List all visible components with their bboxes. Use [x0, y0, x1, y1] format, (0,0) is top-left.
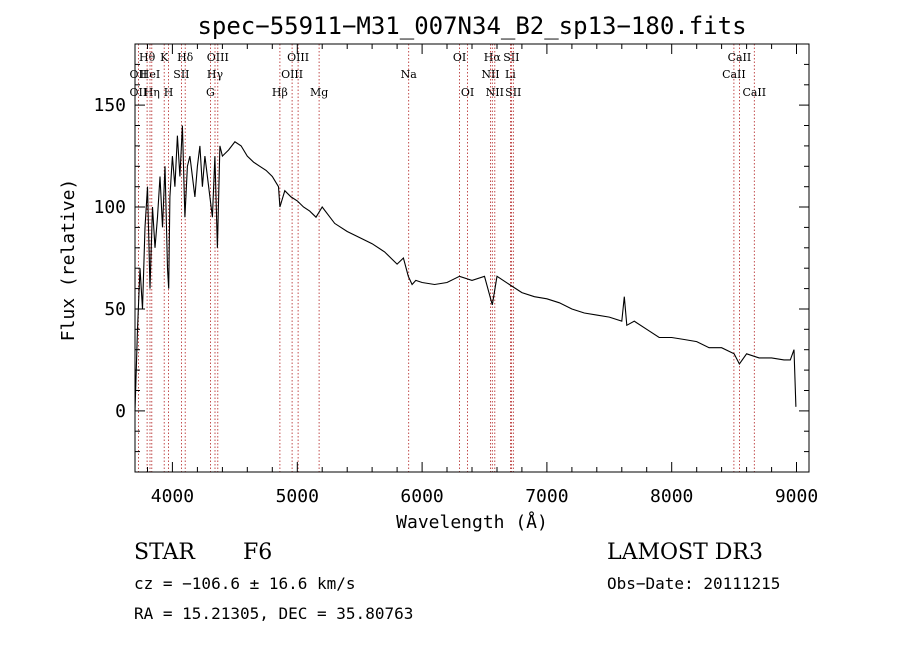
- line-marker-label: Hα: [484, 51, 502, 64]
- x-tick-label: 7000: [525, 486, 568, 507]
- line-marker-label: OI: [461, 86, 474, 99]
- object-class: STAR: [134, 540, 195, 565]
- y-tick-label: 100: [93, 197, 126, 218]
- line-marker-label: Hβ: [272, 86, 288, 99]
- line-marker-label: CaII: [722, 68, 746, 81]
- line-marker-label: SII: [503, 51, 519, 64]
- y-tick-label: 0: [115, 401, 126, 422]
- line-marker-label: Li: [505, 68, 516, 81]
- spectrum-chart: spec−55911−M31_007N34_B2_sp13−180.fits H…: [58, 12, 818, 533]
- observation-date: Obs−Date: 20111215: [607, 574, 781, 593]
- line-marker-label: OI: [453, 51, 466, 64]
- line-marker-label: Hη: [144, 86, 160, 99]
- x-tick-label: 9000: [775, 486, 818, 507]
- line-marker-label: Hδ: [177, 51, 194, 64]
- line-marker-label: OIII: [207, 51, 229, 64]
- line-marker-label: OIII: [281, 68, 303, 81]
- y-axis-label: Flux (relative): [58, 179, 79, 342]
- line-marker-label: K: [160, 51, 169, 64]
- line-marker-label: CaII: [742, 86, 766, 99]
- line-marker-label: Mg: [310, 86, 328, 99]
- line-marker-label: OII: [130, 68, 148, 81]
- redshift-velocity: cz = −106.6 ± 16.6 km/s: [134, 574, 356, 593]
- line-marker-label: H: [164, 86, 174, 99]
- x-tick-label: 4000: [151, 486, 194, 507]
- line-marker-label: Hθ: [139, 51, 156, 64]
- line-marker-label: OII: [130, 86, 148, 99]
- coordinates: RA = 15.21305, DEC = 35.80763: [134, 604, 414, 623]
- line-marker-label: Na: [401, 68, 418, 81]
- survey-name: LAMOST DR3: [607, 540, 763, 565]
- line-marker-label: CaII: [728, 51, 752, 64]
- line-marker-label: OIII: [287, 51, 309, 64]
- y-tick-label: 50: [104, 299, 126, 320]
- line-marker-label: NII: [486, 86, 504, 99]
- line-marker-label: HeI: [140, 68, 160, 81]
- line-marker-label: SII: [505, 86, 521, 99]
- chart-title: spec−55911−M31_007N34_B2_sp13−180.fits: [197, 12, 746, 40]
- line-marker-label: NII: [481, 68, 499, 81]
- x-tick-label: 8000: [650, 486, 693, 507]
- plot-frame: [134, 43, 810, 473]
- line-marker-label: SII: [173, 68, 189, 81]
- spectrum-line: [134, 125, 797, 411]
- x-axis-label: Wavelength (Å): [396, 511, 548, 533]
- y-tick-label: 150: [93, 95, 126, 116]
- y-axis: 0 50 100 150: [93, 63, 809, 453]
- x-axis: 4000 5000 6000 7000 8000 9000: [147, 44, 818, 507]
- x-tick-label: 6000: [400, 486, 443, 507]
- line-marker-label: Hγ: [207, 68, 224, 81]
- object-subclass: F6: [243, 540, 273, 565]
- line-marker-label: G: [206, 86, 215, 99]
- x-tick-label: 5000: [276, 486, 319, 507]
